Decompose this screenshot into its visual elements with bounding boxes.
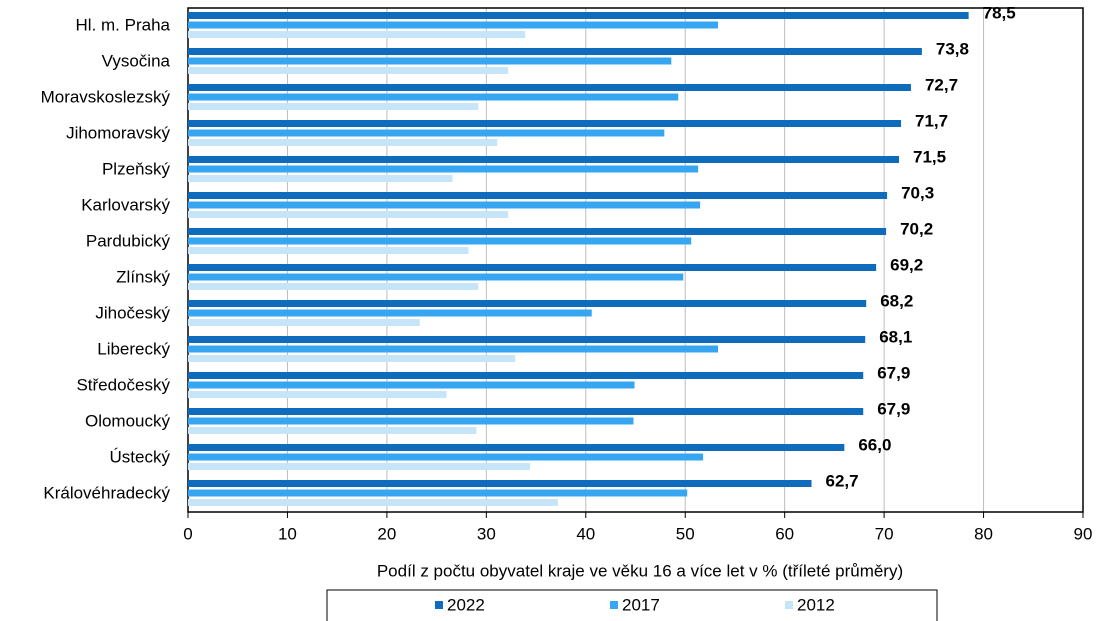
- value-label: 62,7: [826, 471, 859, 490]
- bar: [188, 372, 864, 379]
- bar: [188, 345, 719, 353]
- value-label: 72,7: [925, 75, 958, 94]
- legend-label: 2017: [622, 595, 660, 614]
- bar: [188, 273, 684, 281]
- bar: [188, 300, 867, 307]
- bar: [188, 139, 498, 146]
- x-tick-label: 40: [576, 524, 595, 543]
- bar: [188, 408, 864, 415]
- bar: [188, 453, 704, 461]
- y-tick-label: Karlovarský: [81, 195, 170, 214]
- bar: [188, 175, 453, 182]
- bar: [188, 283, 479, 290]
- legend-swatch: [610, 601, 618, 609]
- value-label: 71,7: [915, 111, 948, 130]
- bar: [188, 201, 701, 209]
- bar: [188, 355, 516, 362]
- bar: [188, 31, 526, 38]
- bar: [188, 228, 887, 235]
- x-tick-label: 90: [1074, 524, 1093, 543]
- x-axis-title: Podíl z počtu obyvatel kraje ve věku 16 …: [377, 561, 903, 580]
- bar: [188, 444, 845, 451]
- bar: [188, 427, 477, 434]
- x-tick-label: 20: [377, 524, 396, 543]
- bar: [188, 247, 469, 254]
- bar: [188, 129, 665, 137]
- bar: [188, 192, 888, 199]
- value-label: 69,2: [890, 255, 923, 274]
- y-tick-label: Jihomoravský: [66, 123, 170, 142]
- bar: [188, 264, 877, 271]
- value-label: 66,0: [858, 435, 891, 454]
- y-tick-label: Ústecký: [110, 447, 171, 466]
- x-tick-label: 30: [477, 524, 496, 543]
- bar: [188, 12, 969, 19]
- y-tick-label: Vysočina: [102, 51, 171, 70]
- value-label: 73,8: [936, 39, 969, 58]
- bar: [188, 156, 900, 163]
- value-label: 68,2: [880, 291, 913, 310]
- x-tick-label: 80: [974, 524, 993, 543]
- bar: [188, 211, 509, 218]
- y-tick-label: Zlínský: [116, 267, 170, 286]
- y-tick-label: Královéhradecký: [43, 483, 170, 502]
- bar: [188, 499, 558, 506]
- bar: [188, 489, 688, 497]
- bar: [188, 381, 635, 389]
- bar: [188, 93, 679, 101]
- legend-box: [326, 589, 938, 621]
- bar: [188, 480, 812, 487]
- bar: [188, 237, 692, 245]
- value-label: 68,1: [879, 327, 912, 346]
- value-label: 70,2: [900, 219, 933, 238]
- bar: [188, 391, 447, 398]
- y-tick-label: Středočeský: [76, 375, 170, 394]
- value-label: 67,9: [877, 399, 910, 418]
- bar: [188, 336, 866, 343]
- x-tick-label: 70: [875, 524, 894, 543]
- value-label: 78,5: [983, 3, 1016, 22]
- bar: [188, 120, 902, 127]
- plot-border: [187, 7, 1084, 513]
- legend-swatch: [785, 601, 793, 609]
- bar: [188, 165, 699, 173]
- x-tick-label: 50: [676, 524, 695, 543]
- value-label: 67,9: [877, 363, 910, 382]
- bar: [188, 463, 531, 470]
- x-tick-label: 0: [183, 524, 192, 543]
- y-tick-label: Hl. m. Praha: [76, 15, 171, 34]
- legend-swatch: [435, 601, 443, 609]
- y-tick-label: Olomoucký: [85, 411, 171, 430]
- bar: [188, 103, 479, 110]
- bar: [188, 48, 922, 55]
- x-tick-label: 10: [278, 524, 297, 543]
- y-tick-label: Moravskoslezský: [41, 87, 171, 106]
- y-tick-label: Liberecký: [97, 339, 170, 358]
- y-tick-label: Pardubický: [86, 231, 171, 250]
- bar: [188, 319, 420, 326]
- bar: [188, 309, 592, 317]
- y-tick-label: Plzeňský: [102, 159, 171, 178]
- value-label: 70,3: [901, 183, 934, 202]
- bar: [188, 84, 911, 91]
- y-tick-label: Jihočeský: [95, 303, 170, 322]
- bar: [188, 67, 509, 74]
- x-tick-label: 60: [775, 524, 794, 543]
- bar: [188, 417, 634, 425]
- value-label: 71,5: [913, 147, 946, 166]
- bar: [188, 57, 672, 65]
- bar: [188, 21, 719, 29]
- legend-label: 2022: [447, 595, 485, 614]
- legend-label: 2012: [797, 595, 835, 614]
